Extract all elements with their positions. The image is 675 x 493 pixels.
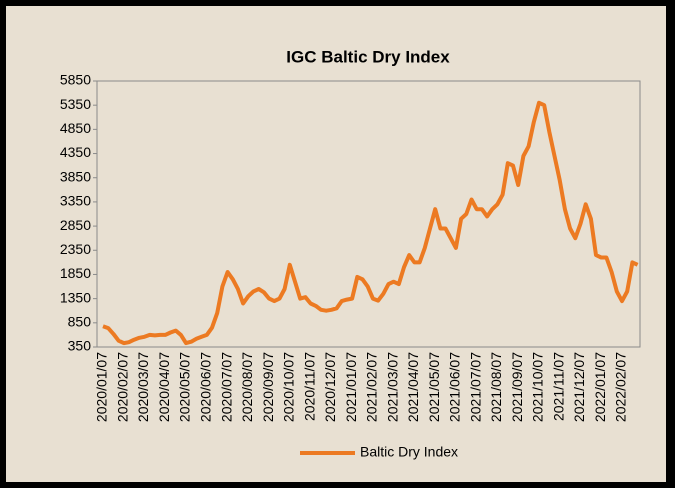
x-tick-label: 2020/07/07 [218,352,234,422]
chart-title: IGC Baltic Dry Index [286,47,450,66]
y-tick-label: 5850 [60,72,91,88]
x-tick-label: 2021/11/07 [550,352,566,421]
x-tick-label: 2022/02/07 [613,352,629,422]
x-tick-label: 2021/08/07 [488,352,504,422]
legend-label: Baltic Dry Index [360,444,458,460]
chart-background [6,6,666,482]
x-tick-label: 2020/08/07 [239,352,255,422]
x-tick-label: 2021/01/07 [343,352,359,422]
x-tick-label: 2020/09/07 [260,352,276,422]
x-tick-label: 2021/06/07 [447,352,463,422]
x-tick-label: 2020/06/07 [198,352,214,422]
y-tick-label: 2350 [60,241,91,257]
y-tick-label: 4850 [60,120,91,136]
y-tick-label: 850 [68,314,92,330]
y-tick-label: 4350 [60,144,91,160]
x-tick-label: 2021/05/07 [426,352,442,422]
x-tick-label: 2020/01/07 [94,352,110,422]
x-tick-label: 2020/12/07 [322,352,338,422]
x-tick-label: 2020/02/07 [114,352,130,422]
y-tick-label: 3850 [60,168,91,184]
x-tick-label: 2021/02/07 [364,352,380,422]
y-tick-label: 2850 [60,217,91,233]
x-tick-label: 2020/03/07 [135,352,151,422]
x-tick-label: 2021/10/07 [530,352,546,422]
plot-area [96,80,641,348]
x-tick-label: 2020/10/07 [281,352,297,422]
y-tick-label: 3350 [60,193,91,209]
x-tick-label: 2021/12/07 [571,352,587,422]
x-tick-label: 2020/11/07 [301,352,317,421]
x-tick-label: 2021/09/07 [509,352,525,422]
y-tick-label: 5350 [60,96,91,112]
x-tick-label: 2022/01/07 [592,352,608,422]
x-tick-label: 2020/04/07 [156,352,172,422]
x-tick-label: 2021/03/07 [384,352,400,422]
data-line [102,100,639,346]
x-tick-label: 2020/05/07 [177,352,193,422]
y-tick-label: 1850 [60,265,91,281]
x-tick-label: 2021/07/07 [467,352,483,422]
y-tick-label: 1350 [60,289,91,305]
y-tick-label: 350 [68,338,92,354]
x-tick-label: 2021/04/07 [405,352,421,422]
